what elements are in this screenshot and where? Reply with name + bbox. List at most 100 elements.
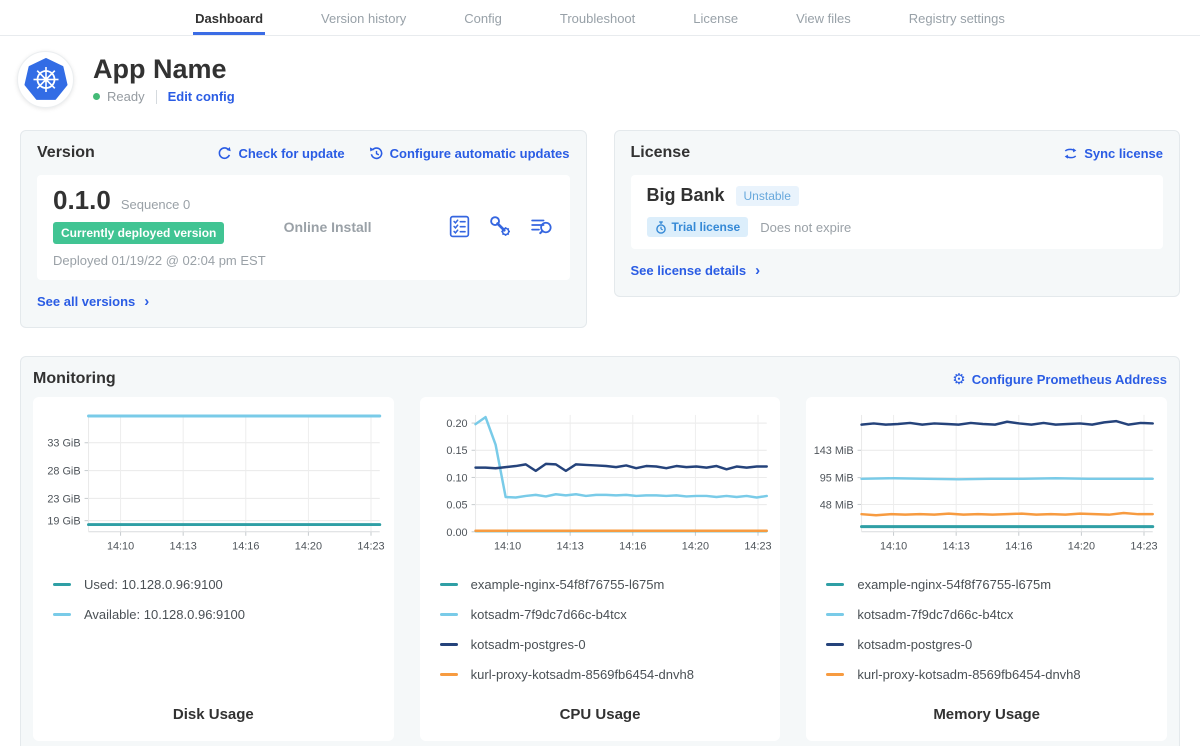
top-nav: Dashboard Version history Config Trouble… (0, 0, 1200, 36)
configure-automatic-updates-link[interactable]: Configure automatic updates (369, 146, 570, 161)
memory-usage-chart: 48 MiB95 MiB143 MiB14:1014:1314:1614:201… (812, 407, 1161, 564)
tab-config[interactable]: Config (462, 0, 504, 35)
sequence-label: Sequence 0 (121, 197, 190, 212)
chart-card-cpu: 0.000.050.100.150.2014:1014:1314:1614:20… (420, 397, 781, 741)
svg-text:14:20: 14:20 (295, 541, 322, 553)
page-title: App Name (93, 55, 235, 83)
legend-swatch (826, 673, 844, 676)
legend-swatch (826, 583, 844, 586)
charts-row: 19 GiB23 GiB28 GiB33 GiB14:1014:1314:161… (33, 397, 1167, 741)
svg-text:14:23: 14:23 (357, 541, 384, 553)
legend-swatch (440, 643, 458, 646)
expiry-text: Does not expire (760, 220, 851, 235)
customer-name: Big Bank (647, 185, 725, 206)
svg-text:14:16: 14:16 (232, 541, 259, 553)
disk-usage-legend: Used: 10.128.0.96:9100 Available: 10.128.… (53, 577, 388, 622)
app-logo (17, 51, 74, 108)
svg-text:0.20: 0.20 (446, 418, 467, 430)
svg-text:14:20: 14:20 (681, 541, 708, 553)
license-panel-title: License (631, 144, 691, 162)
legend-swatch (826, 643, 844, 646)
license-detail-card: Big Bank Unstable Trial license Does not… (631, 175, 1164, 249)
trial-license-badge: Trial license (647, 217, 749, 237)
view-logs-icon[interactable] (529, 214, 554, 239)
schedule-update-icon (369, 146, 384, 161)
stopwatch-icon (655, 221, 667, 234)
edit-config-link[interactable]: Edit config (168, 89, 235, 104)
status-dot (93, 93, 100, 100)
tab-troubleshoot[interactable]: Troubleshoot (558, 0, 637, 35)
svg-text:14:16: 14:16 (1006, 541, 1033, 553)
legend-label: kotsadm-7f9dc7d66c-b4tcx (471, 607, 627, 622)
version-panel: Version Check for update Configure au (20, 130, 587, 328)
gear-icon: ⚙ (952, 372, 965, 387)
legend-swatch (826, 613, 844, 616)
svg-text:14:20: 14:20 (1068, 541, 1095, 553)
tab-registry-settings[interactable]: Registry settings (907, 0, 1007, 35)
disk-usage-chart: 19 GiB23 GiB28 GiB33 GiB14:1014:1314:161… (39, 407, 388, 564)
svg-text:23 GiB: 23 GiB (47, 493, 80, 505)
svg-text:0.05: 0.05 (446, 500, 467, 512)
svg-text:0.15: 0.15 (446, 445, 467, 457)
check-for-update-link[interactable]: Check for update (217, 146, 344, 161)
config-tools-icon[interactable] (488, 214, 513, 239)
version-number: 0.1.0 (53, 185, 111, 216)
chevron-right-icon: › (144, 294, 149, 309)
preflight-checks-icon[interactable] (447, 214, 472, 239)
chart-title-cpu: CPU Usage (426, 682, 775, 723)
refresh-icon (217, 146, 232, 161)
configure-prometheus-link[interactable]: ⚙ Configure Prometheus Address (952, 372, 1167, 387)
app-header: App Name Ready Edit config (17, 51, 1200, 108)
svg-text:28 GiB: 28 GiB (47, 466, 80, 478)
legend-label: kotsadm-postgres-0 (471, 637, 586, 652)
svg-text:33 GiB: 33 GiB (47, 438, 80, 450)
legend-label: Available: 10.128.0.96:9100 (84, 607, 245, 622)
chart-card-memory: 48 MiB95 MiB143 MiB14:1014:1314:1614:201… (806, 397, 1167, 741)
top-cards-row: Version Check for update Configure au (20, 130, 1180, 328)
legend-item: kurl-proxy-kotsadm-8569fb6454-dnvh8 (440, 667, 775, 682)
legend-item: example-nginx-54f8f76755-l675m (440, 577, 775, 592)
svg-text:95 MiB: 95 MiB (820, 473, 854, 485)
legend-swatch (440, 613, 458, 616)
svg-text:0.10: 0.10 (446, 472, 467, 484)
legend-item: kotsadm-postgres-0 (826, 637, 1161, 652)
legend-label: kurl-proxy-kotsadm-8569fb6454-dnvh8 (857, 667, 1080, 682)
legend-swatch (53, 613, 71, 616)
svg-text:14:13: 14:13 (943, 541, 970, 553)
legend-item: example-nginx-54f8f76755-l675m (826, 577, 1161, 592)
svg-text:48 MiB: 48 MiB (820, 499, 854, 511)
svg-text:14:13: 14:13 (556, 541, 583, 553)
legend-item: kurl-proxy-kotsadm-8569fb6454-dnvh8 (826, 667, 1161, 682)
cpu-usage-legend: example-nginx-54f8f76755-l675m kotsadm-7f… (440, 577, 775, 682)
deployed-badge: Currently deployed version (53, 222, 224, 244)
see-all-versions-link[interactable]: See all versions › (37, 294, 149, 309)
legend-item: Used: 10.128.0.96:9100 (53, 577, 388, 592)
kubernetes-logo-icon (24, 58, 68, 102)
tab-view-files[interactable]: View files (794, 0, 853, 35)
legend-label: Used: 10.128.0.96:9100 (84, 577, 223, 592)
legend-label: example-nginx-54f8f76755-l675m (857, 577, 1051, 592)
legend-label: kotsadm-7f9dc7d66c-b4tcx (857, 607, 1013, 622)
svg-text:14:16: 14:16 (619, 541, 646, 553)
install-type-label: Online Install (284, 219, 372, 235)
divider (156, 90, 157, 104)
tab-license[interactable]: License (691, 0, 740, 35)
tab-version-history[interactable]: Version history (319, 0, 408, 35)
tab-dashboard[interactable]: Dashboard (193, 0, 265, 35)
legend-item: kotsadm-postgres-0 (440, 637, 775, 652)
svg-text:14:23: 14:23 (744, 541, 771, 553)
monitoring-title: Monitoring (33, 370, 116, 388)
memory-usage-legend: example-nginx-54f8f76755-l675m kotsadm-7f… (826, 577, 1161, 682)
sync-license-link[interactable]: Sync license (1063, 146, 1163, 161)
chevron-right-icon: › (755, 263, 760, 278)
svg-text:14:23: 14:23 (1131, 541, 1158, 553)
legend-label: example-nginx-54f8f76755-l675m (471, 577, 665, 592)
cpu-usage-chart: 0.000.050.100.150.2014:1014:1314:1614:20… (426, 407, 775, 564)
monitoring-panel: Monitoring ⚙ Configure Prometheus Addres… (20, 356, 1180, 746)
chart-card-disk: 19 GiB23 GiB28 GiB33 GiB14:1014:1314:161… (33, 397, 394, 741)
svg-text:19 GiB: 19 GiB (47, 516, 80, 528)
see-license-details-link[interactable]: See license details › (631, 263, 761, 278)
svg-text:0.00: 0.00 (446, 527, 467, 539)
deployed-timestamp: Deployed 01/19/22 @ 02:04 pm EST (53, 253, 266, 268)
chart-title-disk: Disk Usage (39, 682, 388, 723)
